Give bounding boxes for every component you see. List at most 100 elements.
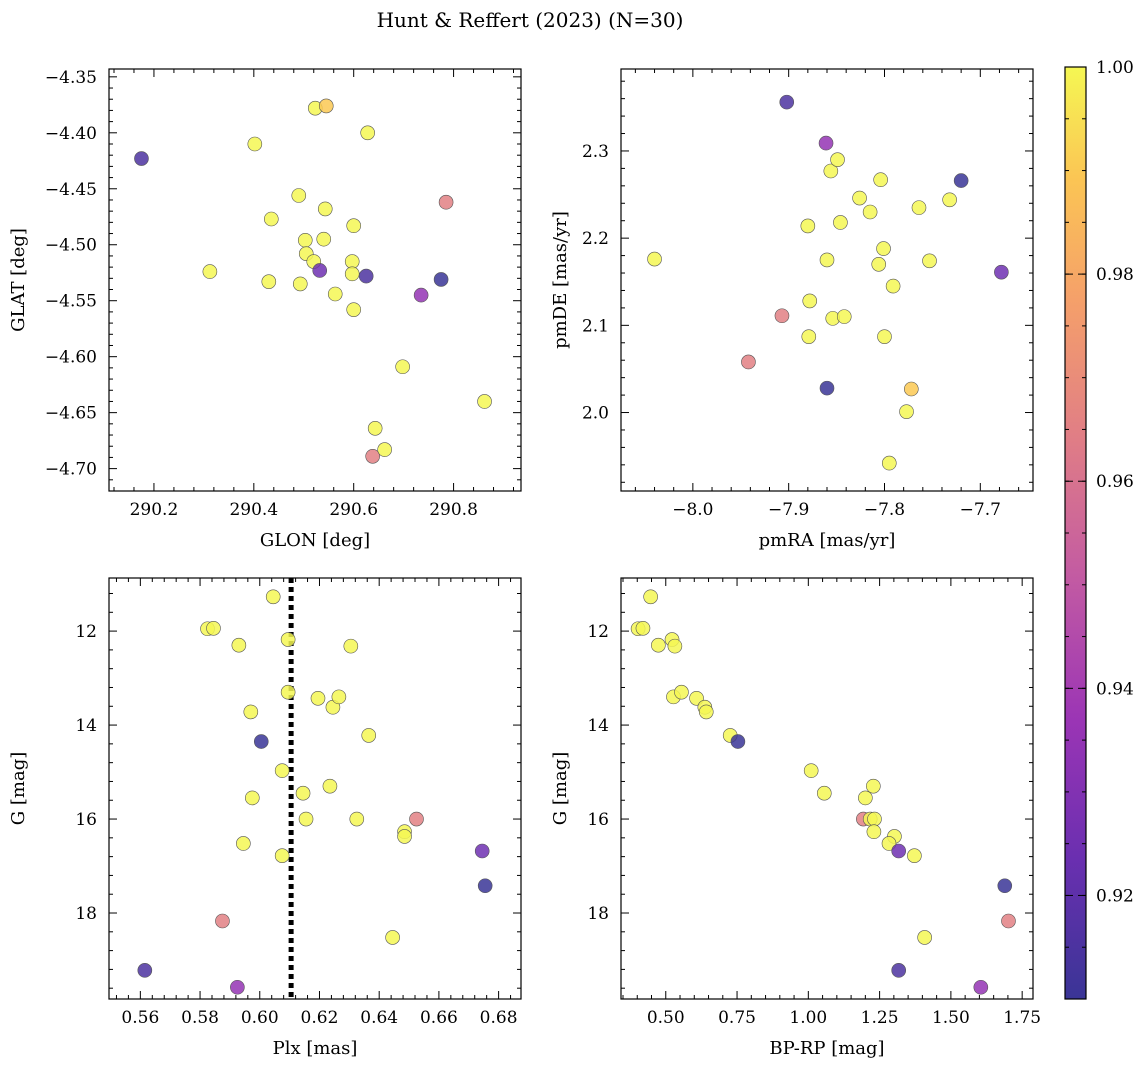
data-point	[365, 448, 380, 464]
x-axis-label: GLON [deg]	[260, 530, 370, 551]
data-point	[243, 704, 259, 720]
data-point	[730, 734, 746, 749]
data-point	[904, 381, 919, 397]
data-point	[942, 192, 957, 208]
data-point	[477, 394, 492, 409]
data-point	[397, 829, 412, 844]
data-point	[741, 354, 756, 370]
x-tick-label: 0.64	[360, 1008, 398, 1028]
data-point	[474, 843, 490, 859]
panel-bottom-left: 0.56 0.58 0.60 0.62 0.64 0.66 0.68 12 14 16 18 Plx …	[8, 577, 522, 1059]
data-point	[316, 231, 332, 247]
data-point	[802, 293, 818, 309]
colorbar-tick-label: 0.98	[1096, 265, 1134, 285]
data-point	[871, 257, 887, 272]
data-point	[137, 963, 153, 978]
x-tick-label: 0.56	[121, 1008, 159, 1028]
x-tick-label: 0.75	[718, 1008, 756, 1028]
y-tick-label: 2.0	[582, 404, 609, 424]
x-axis-label: BP-RP [mag]	[769, 1038, 884, 1059]
data-point	[265, 589, 281, 605]
data-point	[346, 302, 362, 317]
data-point	[881, 836, 897, 851]
data-point	[779, 94, 795, 110]
data-point	[438, 194, 454, 210]
y-tick-label: 16	[587, 810, 609, 830]
x-axis-label: pmRA [mas/yr]	[759, 530, 896, 551]
data-point	[206, 620, 221, 636]
y-axis-label: G [mag]	[550, 752, 571, 825]
x-tick-label: −7.9	[768, 500, 809, 520]
data-point	[433, 272, 449, 287]
data-point	[973, 979, 989, 995]
data-point	[667, 638, 683, 654]
data-point	[292, 276, 308, 292]
colorbar-tick-label: 1.00	[1096, 58, 1134, 78]
data-point	[297, 232, 313, 248]
data-point	[477, 878, 493, 894]
panel-top-right: −8.0 −7.9 −7.8 −7.7 2.0 2.1 2.2 2.3 pmRA [mas/yr…	[550, 68, 1034, 551]
x-tick-label: −7.7	[960, 500, 1001, 520]
colorbar: 0.92 0.94 0.96 0.98 1.00	[1064, 58, 1134, 1000]
data-point	[344, 254, 360, 269]
data-point	[230, 979, 245, 995]
x-tick-label: 1.50	[932, 1008, 970, 1028]
data-point	[322, 778, 338, 794]
data-point	[280, 684, 296, 700]
x-tick-label: 290.6	[329, 500, 378, 520]
x-tick-label: 1.25	[861, 1008, 899, 1028]
x-tick-label: 290.4	[229, 500, 278, 520]
x-tick-label: 1.75	[1003, 1008, 1041, 1028]
y-tick-label: −4.35	[45, 68, 97, 88]
y-tick-label: 2.3	[582, 142, 609, 162]
data-point	[344, 266, 360, 282]
data-point	[876, 241, 891, 256]
data-point	[343, 638, 359, 654]
data-point	[635, 620, 651, 636]
data-point	[274, 763, 290, 778]
data-point	[836, 309, 852, 324]
data-point	[800, 218, 816, 234]
x-tick-label: 0.58	[181, 1008, 219, 1028]
axes-frame	[108, 68, 522, 492]
data-point	[253, 734, 269, 749]
data-point	[134, 151, 149, 166]
x-tick-label: −7.8	[864, 500, 905, 520]
x-tick-label: 0.62	[301, 1008, 339, 1028]
data-point	[852, 190, 867, 206]
x-tick-label: −8.0	[672, 500, 713, 520]
data-point	[264, 211, 279, 227]
data-point	[1001, 913, 1016, 929]
x-tick-label: 290.8	[429, 500, 478, 520]
panel-bottom-right: 0.50 0.75 1.00 1.25 1.50 1.75 12 14 16 18 BP-RP [m…	[550, 577, 1041, 1059]
colorbar-tick-label: 0.96	[1096, 472, 1134, 492]
data-point	[823, 163, 839, 179]
data-point	[830, 152, 845, 167]
data-point	[349, 811, 365, 827]
y-tick-label: −4.55	[45, 292, 97, 312]
y-tick-label: −4.50	[45, 236, 97, 256]
data-point	[899, 404, 914, 419]
data-point	[866, 778, 881, 794]
data-point	[236, 836, 251, 851]
data-point	[367, 421, 383, 436]
data-point	[318, 98, 334, 114]
y-tick-label: −4.45	[45, 180, 97, 200]
colorbar-tick-label: 0.92	[1096, 886, 1134, 906]
data-point	[891, 843, 907, 859]
data-point	[346, 218, 362, 234]
data-point	[377, 442, 392, 457]
y-tick-label: 2.1	[582, 316, 609, 336]
data-point	[877, 329, 892, 344]
data-point	[833, 215, 848, 230]
data-point	[907, 848, 922, 863]
data-point	[274, 848, 290, 863]
data-point	[994, 264, 1009, 280]
data-point	[873, 172, 888, 188]
y-tick-label: 18	[587, 904, 609, 924]
y-axis-label: GLAT [deg]	[8, 228, 29, 332]
data-point	[298, 811, 314, 827]
data-point	[312, 263, 328, 278]
axes-frame	[108, 577, 522, 1000]
data-point	[385, 930, 400, 945]
